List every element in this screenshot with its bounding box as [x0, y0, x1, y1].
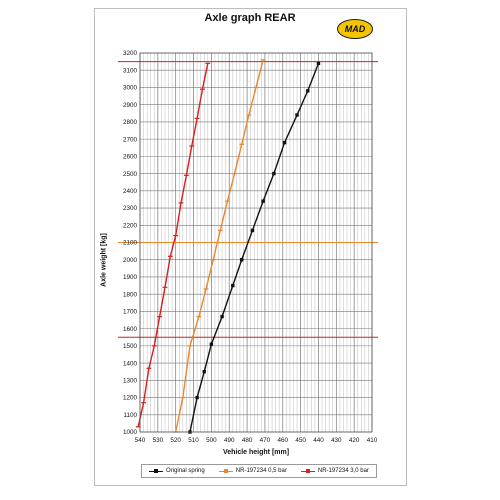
y-tick-label: 1800: [123, 291, 138, 298]
y-axis-title: Axle weight [kg]: [100, 233, 108, 287]
y-tick-label: 3100: [123, 67, 138, 74]
series-line-nr-197234-3-0-bar: [137, 63, 209, 427]
reference-lines: [118, 61, 378, 338]
x-tick-label: 490: [224, 437, 235, 444]
x-tick-labels: 540 530 520 510 500 490 480 470 460 450 440 430 420 4…: [135, 437, 378, 444]
data-point-original-spring: [295, 113, 299, 117]
legend: Original spring NR-197234 0,5 bar NR-197…: [141, 464, 377, 478]
x-tick-label: 430: [331, 437, 342, 444]
legend-swatch-nr-197234-3-0-bar: [300, 468, 315, 474]
y-tick-label: 1300: [123, 378, 138, 385]
y-tick-label: 1500: [123, 343, 138, 350]
x-tick-label: 510: [188, 437, 199, 444]
data-point-original-spring: [316, 61, 321, 66]
y-tick-label: 2000: [123, 257, 138, 264]
x-tick-label: 470: [260, 437, 271, 444]
legend-label-nr-197234-3-0-bar: NR-197234 3,0 bar: [317, 468, 369, 474]
y-tick-label: 1600: [123, 326, 138, 333]
y-tick-label: 2900: [123, 102, 138, 109]
y-tick-label: 1200: [123, 395, 138, 402]
x-tick-label: 530: [153, 437, 164, 444]
x-tick-label: 540: [135, 437, 146, 444]
data-point-original-spring: [202, 370, 206, 374]
y-tick-label: 2300: [123, 205, 138, 212]
x-tick-label: 460: [278, 437, 289, 444]
y-tick-label: 1100: [123, 412, 137, 419]
y-tick-label: 2500: [123, 171, 138, 178]
x-tick-label: 450: [295, 437, 306, 444]
y-tick-label: 1400: [123, 360, 138, 367]
y-tick-label: 2600: [123, 154, 138, 161]
data-point-original-spring: [231, 283, 235, 288]
mad-logo: MAD: [337, 19, 373, 39]
legend-item-nr-197234-0-5-bar: NR-197234 0,5 bar: [218, 468, 287, 474]
y-tick-label: 1700: [123, 309, 138, 316]
series-line-original-spring: [189, 63, 320, 433]
x-tick-label: 420: [349, 437, 360, 444]
x-tick-label: 480: [242, 437, 253, 444]
y-tick-label: 3000: [123, 85, 138, 92]
x-tick-label: 440: [313, 437, 324, 444]
legend-item-nr-197234-3-0-bar: NR-197234 3,0 bar: [300, 468, 369, 474]
x-tick-label: 520: [170, 437, 181, 444]
legend-swatch-original-spring: [149, 468, 164, 474]
y-tick-labels: 1000 1100 1200 1300 1400 1500 1600 1700 1800 1900…: [123, 50, 138, 436]
legend-item-original-spring: Original spring: [149, 468, 205, 474]
series-line-nr-197234-0-5-bar: [175, 59, 264, 433]
y-tick-label: 1900: [123, 274, 138, 281]
data-point-original-spring: [240, 258, 244, 262]
chart-title: Axle graph REAR: [204, 12, 296, 24]
x-tick-label: 410: [367, 437, 378, 444]
y-tick-label: 2800: [123, 119, 138, 126]
legend-swatch-nr-197234-0-5-bar: [218, 468, 233, 474]
series-group: [135, 59, 321, 434]
y-tick-label: 2700: [123, 136, 138, 143]
data-point-original-spring: [272, 171, 276, 176]
data-point-original-spring: [250, 228, 255, 233]
y-tick-label: 2400: [123, 188, 138, 195]
legend-label-nr-197234-0-5-bar: NR-197234 0,5 bar: [235, 468, 287, 474]
legend-label-original-spring: Original spring: [166, 468, 205, 474]
x-tick-label: 500: [206, 437, 217, 444]
data-point-original-spring: [209, 342, 214, 346]
data-point-original-spring: [306, 89, 310, 93]
y-tick-label: 2100: [123, 240, 138, 247]
x-axis-title: Vehicle height [mm]: [222, 449, 290, 456]
data-point-original-spring: [282, 140, 287, 145]
y-tick-label: 3200: [123, 50, 138, 57]
data-point-original-spring: [261, 199, 265, 203]
y-tick-label: 2200: [123, 222, 138, 229]
data-point-original-spring: [195, 395, 199, 400]
data-point-original-spring: [220, 314, 224, 319]
plot-area-border: [139, 52, 373, 433]
y-tick-label: 1000: [123, 429, 138, 436]
